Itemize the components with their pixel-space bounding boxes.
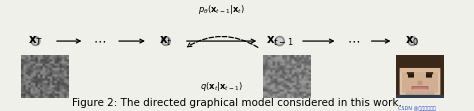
Text: $\mathbf{x}_{t-1}$: $\mathbf{x}_{t-1}$ xyxy=(266,35,293,48)
Text: $\mathbf{x}_t$: $\mathbf{x}_t$ xyxy=(159,35,173,48)
Text: CSDN @吊儿郎当的凡: CSDN @吊儿郎当的凡 xyxy=(398,106,436,111)
Text: $\mathbf{x}_T$: $\mathbf{x}_T$ xyxy=(28,35,43,48)
Text: $q(\mathbf{x}_t|\mathbf{x}_{t-1})$: $q(\mathbf{x}_t|\mathbf{x}_{t-1})$ xyxy=(201,80,243,93)
Text: $p_\theta(\mathbf{x}_{t-1}|\mathbf{x}_t)$: $p_\theta(\mathbf{x}_{t-1}|\mathbf{x}_t)… xyxy=(199,3,245,17)
Text: Figure 2: The directed graphical model considered in this work.: Figure 2: The directed graphical model c… xyxy=(72,98,402,108)
FancyArrowPatch shape xyxy=(188,36,258,47)
Text: $\mathbf{x}_0$: $\mathbf{x}_0$ xyxy=(405,35,419,48)
Ellipse shape xyxy=(31,37,40,45)
Ellipse shape xyxy=(408,37,417,45)
Ellipse shape xyxy=(275,37,284,46)
Ellipse shape xyxy=(162,37,170,45)
Text: $\cdots$: $\cdots$ xyxy=(346,35,360,48)
Text: $\cdots$: $\cdots$ xyxy=(93,35,106,48)
